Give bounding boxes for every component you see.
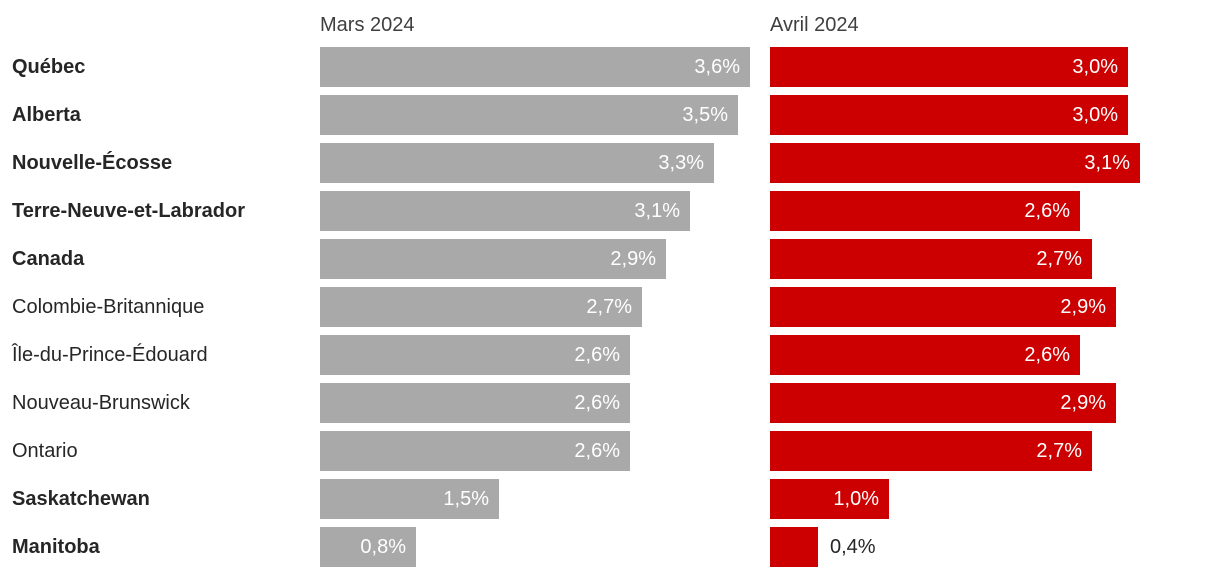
chart-row: Ontario 2,6% 2,7% [0,431,1220,471]
category-label: Terre-Neuve-et-Labrador [12,200,246,222]
chart-row: Nouveau-Brunswick 2,6% 2,9% [0,383,1220,423]
category-label: Ontario [12,440,78,462]
bar-mars-2024: 3,5% [320,95,738,135]
bar-value-label: 2,6% [574,391,620,414]
category-label: Nouvelle-Écosse [12,152,173,174]
bar-value-label: 2,9% [1060,295,1106,318]
chart-row: Saskatchewan 1,5% 1,0% [0,479,1220,519]
bar-value-label: 0,8% [360,535,406,558]
bar-mars-2024: 3,6% [320,47,750,87]
bar-mars-2024: 2,6% [320,335,630,375]
bar-value-label: 2,6% [574,343,620,366]
bar-avril-2024: 2,6% [770,191,1080,231]
chart-row: Terre-Neuve-et-Labrador 3,1% 2,6% [0,191,1220,231]
bar-mars-2024: 1,5% [320,479,499,519]
category-label: Île-du-Prince-Édouard [12,344,208,366]
bar-mars-2024: 2,6% [320,383,630,423]
bar-mars-2024: 2,6% [320,431,630,471]
chart-row: Québec 3,6% 3,0% [0,47,1220,87]
bar-avril-2024: 1,0% [770,479,889,519]
chart-row: Canada 2,9% 2,7% [0,239,1220,279]
chart-row: Île-du-Prince-Édouard 2,6% 2,6% [0,335,1220,375]
bar-value-label: 2,9% [1060,391,1106,414]
bar-value-label: 2,6% [1024,199,1070,222]
category-label: Alberta [12,104,81,126]
bar-mars-2024: 2,7% [320,287,642,327]
bar-value-label: 3,6% [694,55,740,78]
bar-value-label: 1,5% [443,487,489,510]
bar-value-label: 3,0% [1072,55,1118,78]
bar-value-label: 3,1% [1084,151,1130,174]
bar-avril-2024: 3,0% [770,95,1128,135]
bar-avril-2024: 2,9% [770,287,1116,327]
bar-avril-2024: 2,9% [770,383,1116,423]
bar-value-label: 2,6% [1024,343,1070,366]
bar-value-label-outside: 0,4% [830,536,876,558]
bar-value-label: 3,5% [682,103,728,126]
bar-value-label: 2,7% [586,295,632,318]
column-header-avril-2024: Avril 2024 [770,14,859,36]
bar-value-label: 2,7% [1036,439,1082,462]
chart-row: Manitoba 0,8% 0,4% [0,527,1220,567]
bar-value-label: 2,7% [1036,247,1082,270]
category-label: Saskatchewan [12,488,150,510]
bar-avril-2024: 2,6% [770,335,1080,375]
bar-value-label: 1,0% [833,487,879,510]
bar-mars-2024: 0,8% [320,527,416,567]
bar-avril-2024: 2,7% [770,431,1092,471]
bar-mars-2024: 3,3% [320,143,714,183]
category-label: Colombie-Britannique [12,296,205,318]
bar-avril-2024 [770,527,818,567]
chart-row: Colombie-Britannique 2,7% 2,9% [0,287,1220,327]
bar-avril-2024: 3,1% [770,143,1140,183]
column-header-mars-2024: Mars 2024 [320,14,415,36]
bar-avril-2024: 3,0% [770,47,1128,87]
chart-row: Alberta 3,5% 3,0% [0,95,1220,135]
bar-value-label: 3,0% [1072,103,1118,126]
bar-value-label: 2,6% [574,439,620,462]
bar-mars-2024: 2,9% [320,239,666,279]
bar-value-label: 3,3% [658,151,704,174]
chart-row: Nouvelle-Écosse 3,3% 3,1% [0,143,1220,183]
bar-value-label: 3,1% [634,199,680,222]
bar-mars-2024: 3,1% [320,191,690,231]
bar-value-label: 2,9% [610,247,656,270]
category-label: Québec [12,56,86,78]
category-label: Canada [12,248,85,270]
category-label: Manitoba [12,536,100,558]
category-label: Nouveau-Brunswick [12,392,190,414]
bar-avril-2024: 2,7% [770,239,1092,279]
